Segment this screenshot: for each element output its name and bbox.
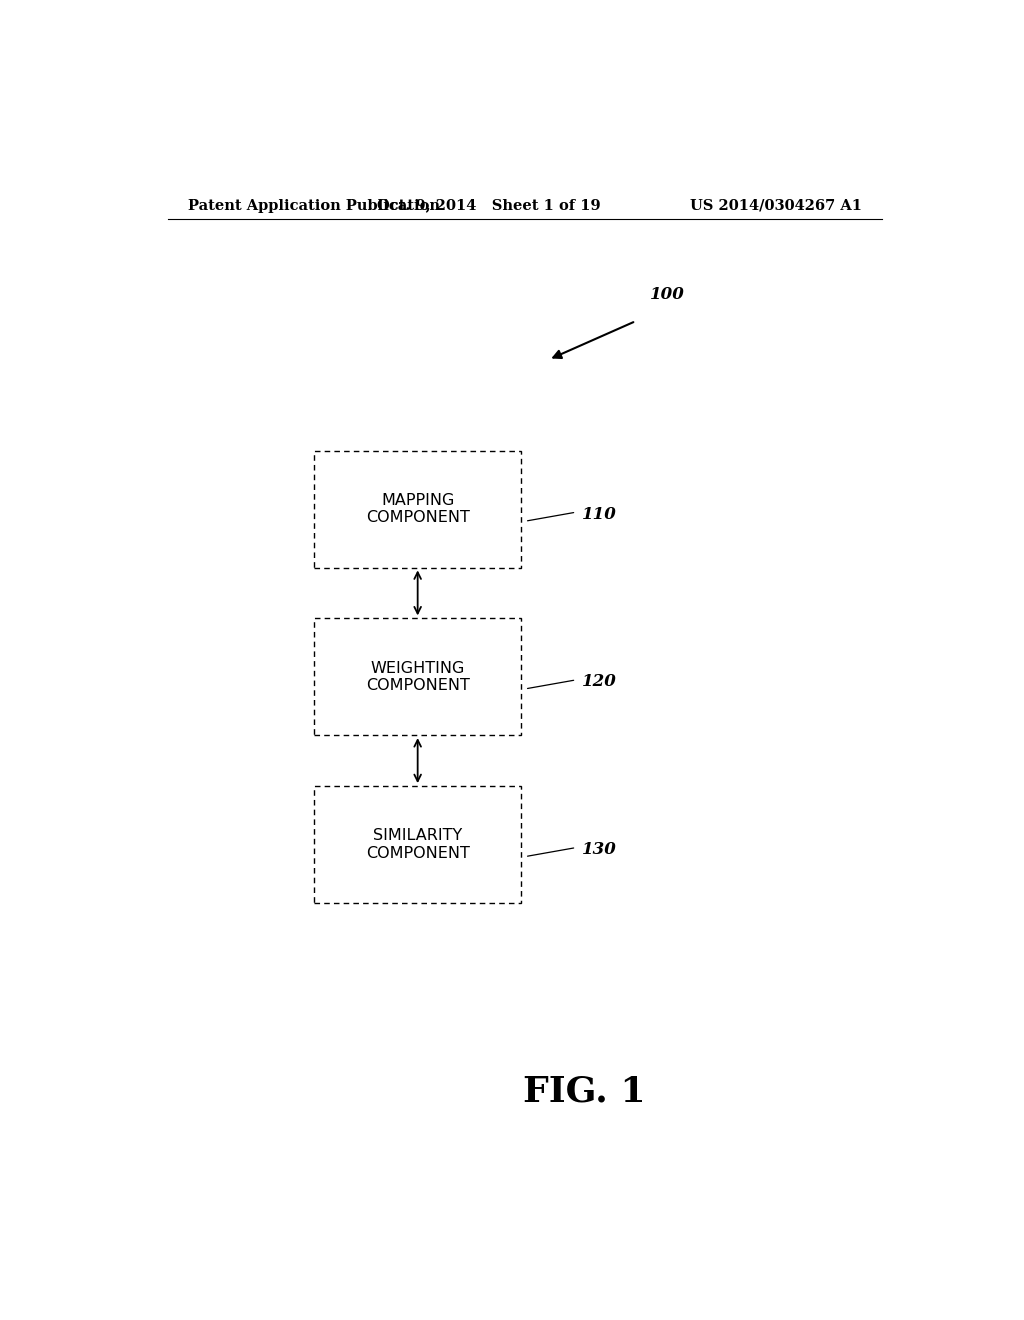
- Bar: [314, 450, 521, 568]
- Bar: [314, 785, 521, 903]
- Text: Oct. 9, 2014   Sheet 1 of 19: Oct. 9, 2014 Sheet 1 of 19: [377, 199, 601, 213]
- Text: FIG. 1: FIG. 1: [523, 1074, 646, 1109]
- Text: SIMILARITY
COMPONENT: SIMILARITY COMPONENT: [366, 828, 470, 861]
- Text: 110: 110: [582, 506, 616, 523]
- Text: 130: 130: [582, 841, 616, 858]
- Bar: [314, 618, 521, 735]
- Text: 120: 120: [582, 673, 616, 690]
- Text: WEIGHTING
COMPONENT: WEIGHTING COMPONENT: [366, 660, 470, 693]
- Text: 100: 100: [650, 285, 685, 302]
- Text: Patent Application Publication: Patent Application Publication: [187, 199, 439, 213]
- Text: MAPPING
COMPONENT: MAPPING COMPONENT: [366, 492, 470, 525]
- Text: US 2014/0304267 A1: US 2014/0304267 A1: [690, 199, 862, 213]
